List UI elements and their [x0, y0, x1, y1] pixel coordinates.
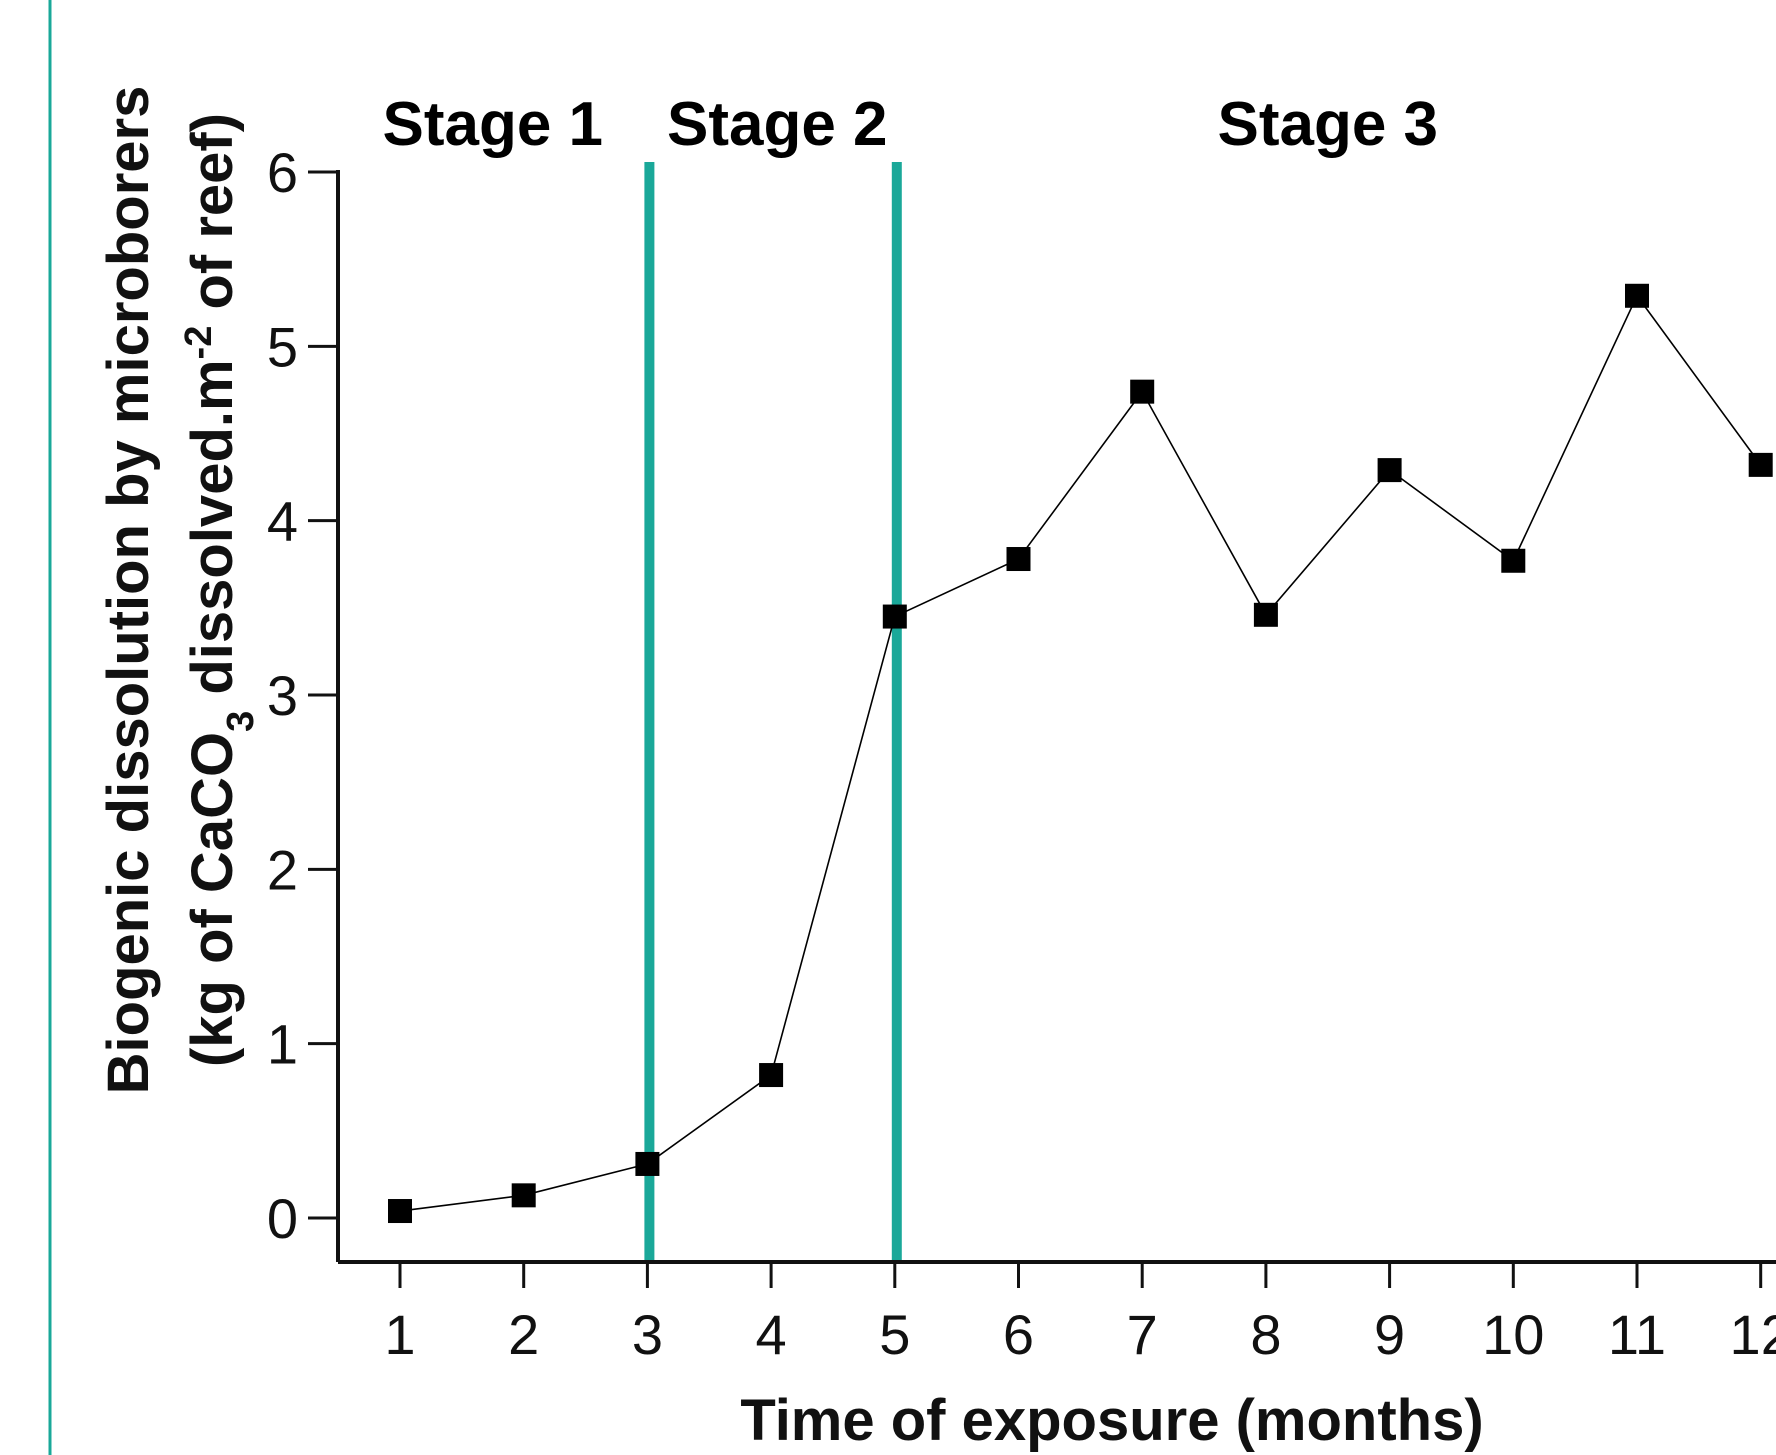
stage-label: Stage 1 — [383, 90, 604, 159]
x-tick-label: 1 — [384, 1303, 415, 1366]
ylabel-prefix: (kg of CaCO — [180, 732, 245, 1067]
y-axis-title: Biogenic dissolution by microborers — [96, 86, 161, 1095]
data-point-marker — [1253, 602, 1278, 627]
data-point-marker — [1006, 547, 1031, 572]
data-point-marker — [1130, 379, 1155, 404]
data-point-marker — [1377, 458, 1402, 483]
stage-boundaries — [644, 162, 902, 1260]
ylabel-subscript: 3 — [220, 711, 262, 732]
x-tick-label: 3 — [632, 1303, 663, 1366]
x-tick-label: 8 — [1250, 1303, 1281, 1366]
stage-label: Stage 3 — [1217, 90, 1438, 159]
series-layer — [388, 283, 1773, 1224]
data-point-marker — [388, 1199, 412, 1224]
y-axis-title-line1: Biogenic dissolution by microborers — [96, 86, 161, 1095]
x-tick-label: 9 — [1374, 1303, 1405, 1366]
ylabel-suffix: of reef) — [180, 113, 245, 326]
axes — [336, 170, 1776, 1264]
x-tick-label: 7 — [1127, 1303, 1158, 1366]
y-tick-label: 2 — [267, 838, 298, 901]
x-axis-ticks: 123456789101112 — [384, 1262, 1776, 1366]
data-point-marker — [1501, 548, 1526, 573]
y-tick-label: 4 — [267, 490, 298, 553]
x-tick-label: 2 — [508, 1303, 539, 1366]
x-tick-label: 4 — [756, 1303, 787, 1366]
y-tick-label: 5 — [267, 315, 298, 378]
y-tick-label: 1 — [267, 1013, 298, 1076]
data-point-marker — [511, 1183, 536, 1208]
ylabel-superscript: -2 — [178, 326, 220, 360]
x-tick-label: 10 — [1482, 1303, 1544, 1366]
data-point-marker — [1625, 283, 1649, 308]
series-line — [399, 294, 1762, 1212]
y-tick-label: 3 — [267, 664, 298, 727]
x-tick-label: 12 — [1730, 1303, 1776, 1366]
data-point-marker — [759, 1063, 784, 1088]
x-tick-label: 5 — [879, 1303, 910, 1366]
x-tick-label: 6 — [1003, 1303, 1034, 1366]
y-axis-ticks: 0 1 2 3 4 5 6 — [267, 141, 338, 1250]
x-tick-label: 11 — [1608, 1303, 1666, 1366]
ylabel-mid: dissolved.m — [180, 359, 245, 710]
data-point-marker — [882, 604, 907, 629]
y-axis-title-units: (kg of CaCO3 dissolved.m-2 of reef) — [178, 113, 262, 1067]
data-point-marker — [1748, 452, 1773, 477]
x-axis-title: Time of exposure (months) — [740, 1388, 1483, 1453]
stage-labels: Stage 1 Stage 2 Stage 3 — [383, 90, 1439, 159]
y-tick-label: 6 — [267, 141, 298, 204]
y-tick-label: 0 — [267, 1187, 298, 1250]
stage-label: Stage 2 — [667, 90, 888, 159]
y-axis-title-line2: (kg of CaCO3 dissolved.m-2 of reef) — [178, 113, 262, 1067]
data-point-marker — [635, 1151, 660, 1176]
